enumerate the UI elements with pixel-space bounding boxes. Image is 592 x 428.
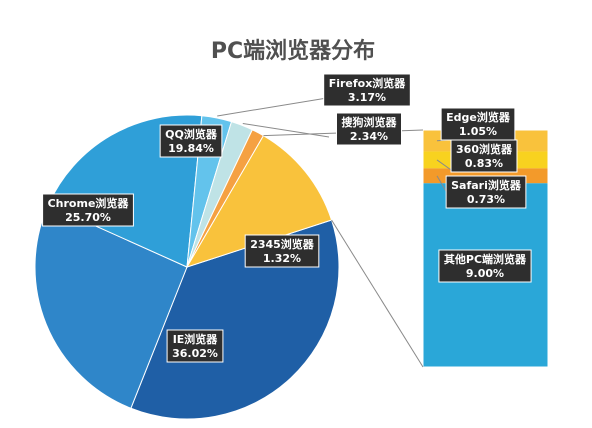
data-label-firefox-value: 3.17% — [348, 91, 386, 104]
connector-line-bottom — [331, 219, 424, 368]
data-label-pc-name: 其他PC端浏览器 — [444, 252, 527, 266]
leader-line-sogou — [242, 122, 330, 138]
data-label-chrome-value: 25.70% — [65, 211, 111, 224]
data-label-item-4-name: 搜狗浏览器 — [342, 115, 398, 129]
data-label-360-name: 360浏览器 — [456, 142, 513, 156]
data-label-firefox-name: Firefox浏览器 — [329, 76, 407, 90]
data-label-edge-value: 1.05% — [459, 125, 497, 138]
data-label-2345-value: 1.32% — [263, 252, 301, 265]
data-label-2345-name: 2345浏览器 — [250, 237, 315, 251]
leader-line-firefox — [217, 97, 328, 117]
data-label-qq-name: QQ浏览器 — [165, 127, 218, 141]
data-label-360-value: 0.83% — [465, 157, 503, 170]
pie-slice-item-6 — [185, 134, 333, 268]
chart-title: PC端浏览器分布 — [211, 38, 375, 64]
data-label-edge-name: Edge浏览器 — [446, 110, 511, 124]
data-label-ie-value: 36.02% — [172, 347, 218, 360]
data-label-safari-value: 0.73% — [467, 193, 505, 206]
pie-slice-chrome — [34, 204, 188, 409]
data-label-qq-value: 19.84% — [168, 142, 214, 155]
data-label-safari-name: Safari浏览器 — [451, 178, 522, 192]
data-label-pc-value: 9.00% — [466, 267, 504, 280]
pie-slice-ie — [130, 219, 340, 420]
data-label-chrome-name: Chrome浏览器 — [48, 196, 130, 210]
data-label-ie-name: IE浏览器 — [173, 332, 219, 346]
data-label-item-4-value: 2.34% — [350, 130, 388, 143]
